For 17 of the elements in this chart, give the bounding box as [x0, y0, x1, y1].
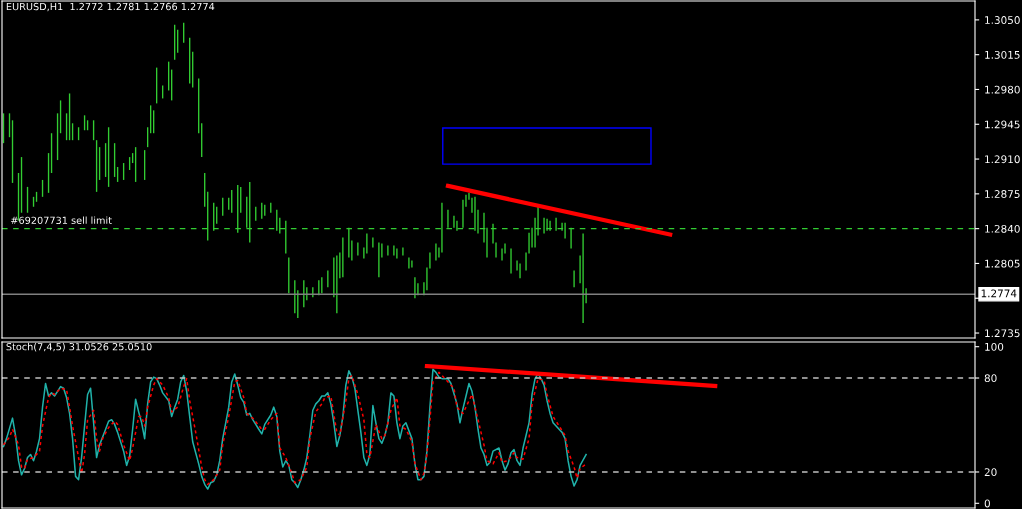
chart-title: EURUSD,H1 1.2772 1.2781 1.2766 1.2774 [6, 2, 215, 12]
y-tick-label: 1.3050 [985, 16, 1020, 24]
y-tick-label: 1.2875 [985, 190, 1020, 198]
y-tick-label: 1.2980 [985, 85, 1020, 94]
y-tick-label: 0 [984, 499, 990, 508]
y-tick-label: 1.3015 [985, 50, 1020, 59]
y-tick-label: 100 [985, 342, 1004, 351]
y-tick-label: 1.2945 [985, 120, 1020, 129]
y-tick-label: 20 [984, 468, 997, 477]
y-tick-label: 1.2735 [985, 329, 1020, 338]
ref-line-label: 1.2774 [981, 289, 1017, 298]
y-tick-label: 1.2805 [985, 259, 1020, 268]
ref-line-label: #69207731 sell limit [11, 216, 112, 224]
y-tick-label: 1.2840 [985, 224, 1020, 233]
y-tick-label: 80 [984, 374, 997, 383]
y-tick-label: 1.2910 [985, 155, 1020, 164]
chart-title: Stoch(7,4,5) 31.0526 25.0510 [6, 342, 152, 352]
